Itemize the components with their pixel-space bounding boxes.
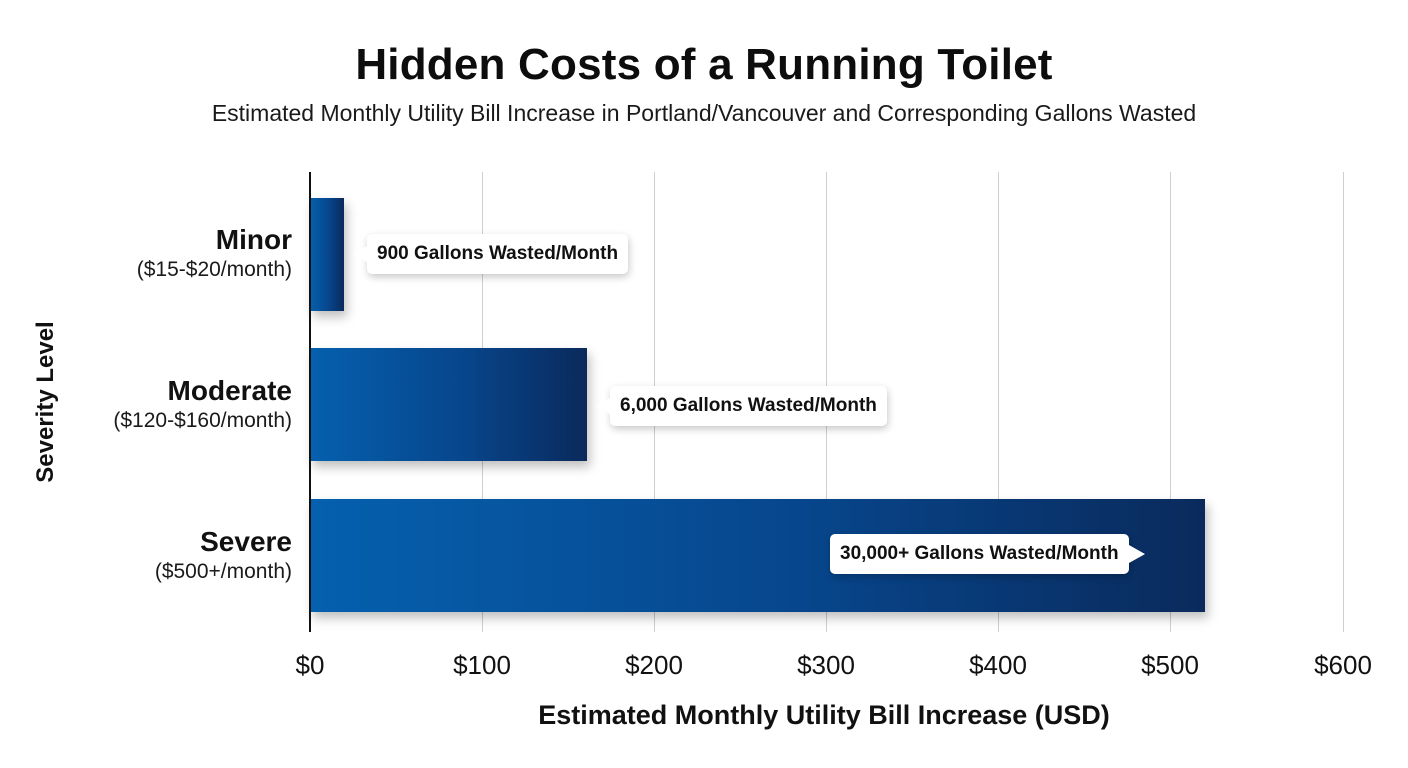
gridline — [1170, 172, 1171, 632]
gridline — [1343, 172, 1344, 632]
yaxis-line — [309, 172, 311, 632]
chart-title: Hidden Costs of a Running Toilet — [355, 40, 1053, 89]
x-tick-label: $100 — [453, 650, 511, 680]
category-name: Severe — [200, 526, 292, 557]
callout-minor: 900 Gallons Wasted/Month — [352, 234, 629, 274]
bar-moderate — [310, 348, 587, 461]
callout-moderate: 6,000 Gallons Wasted/Month — [596, 386, 887, 426]
x-tick-label: $600 — [1314, 650, 1372, 680]
category-label-minor: Minor ($15-$20/month) — [137, 224, 292, 284]
x-tick-label: $0 — [295, 650, 325, 680]
x-tick-label: $500 — [1141, 650, 1199, 680]
category-range: ($120-$160/month) — [113, 409, 292, 432]
x-tick-label: $200 — [625, 650, 683, 680]
category-range: ($500+/month) — [154, 560, 292, 583]
plot-area: 900 Gallons Wasted/Month 6,000 Gallons W… — [309, 172, 1344, 632]
callout-severe: 30,000+ Gallons Wasted/Month — [830, 534, 1145, 574]
category-name: Moderate — [167, 375, 292, 406]
category-label-moderate: Moderate ($120-$160/month) — [113, 375, 292, 435]
x-tick-label: $300 — [797, 650, 855, 680]
chart-subtitle: Estimated Monthly Utility Bill Increase … — [211, 100, 1197, 126]
x-axis-label: Estimated Monthly Utility Bill Increase … — [538, 700, 1110, 730]
gridline — [998, 172, 999, 632]
category-range: ($15-$20/month) — [136, 258, 292, 281]
y-axis-label: Severity Level — [32, 321, 59, 483]
category-label-severe: Severe ($500+/month) — [155, 526, 292, 586]
category-name: Minor — [215, 224, 292, 255]
x-tick-label: $400 — [969, 650, 1027, 680]
bar-minor — [310, 198, 344, 311]
